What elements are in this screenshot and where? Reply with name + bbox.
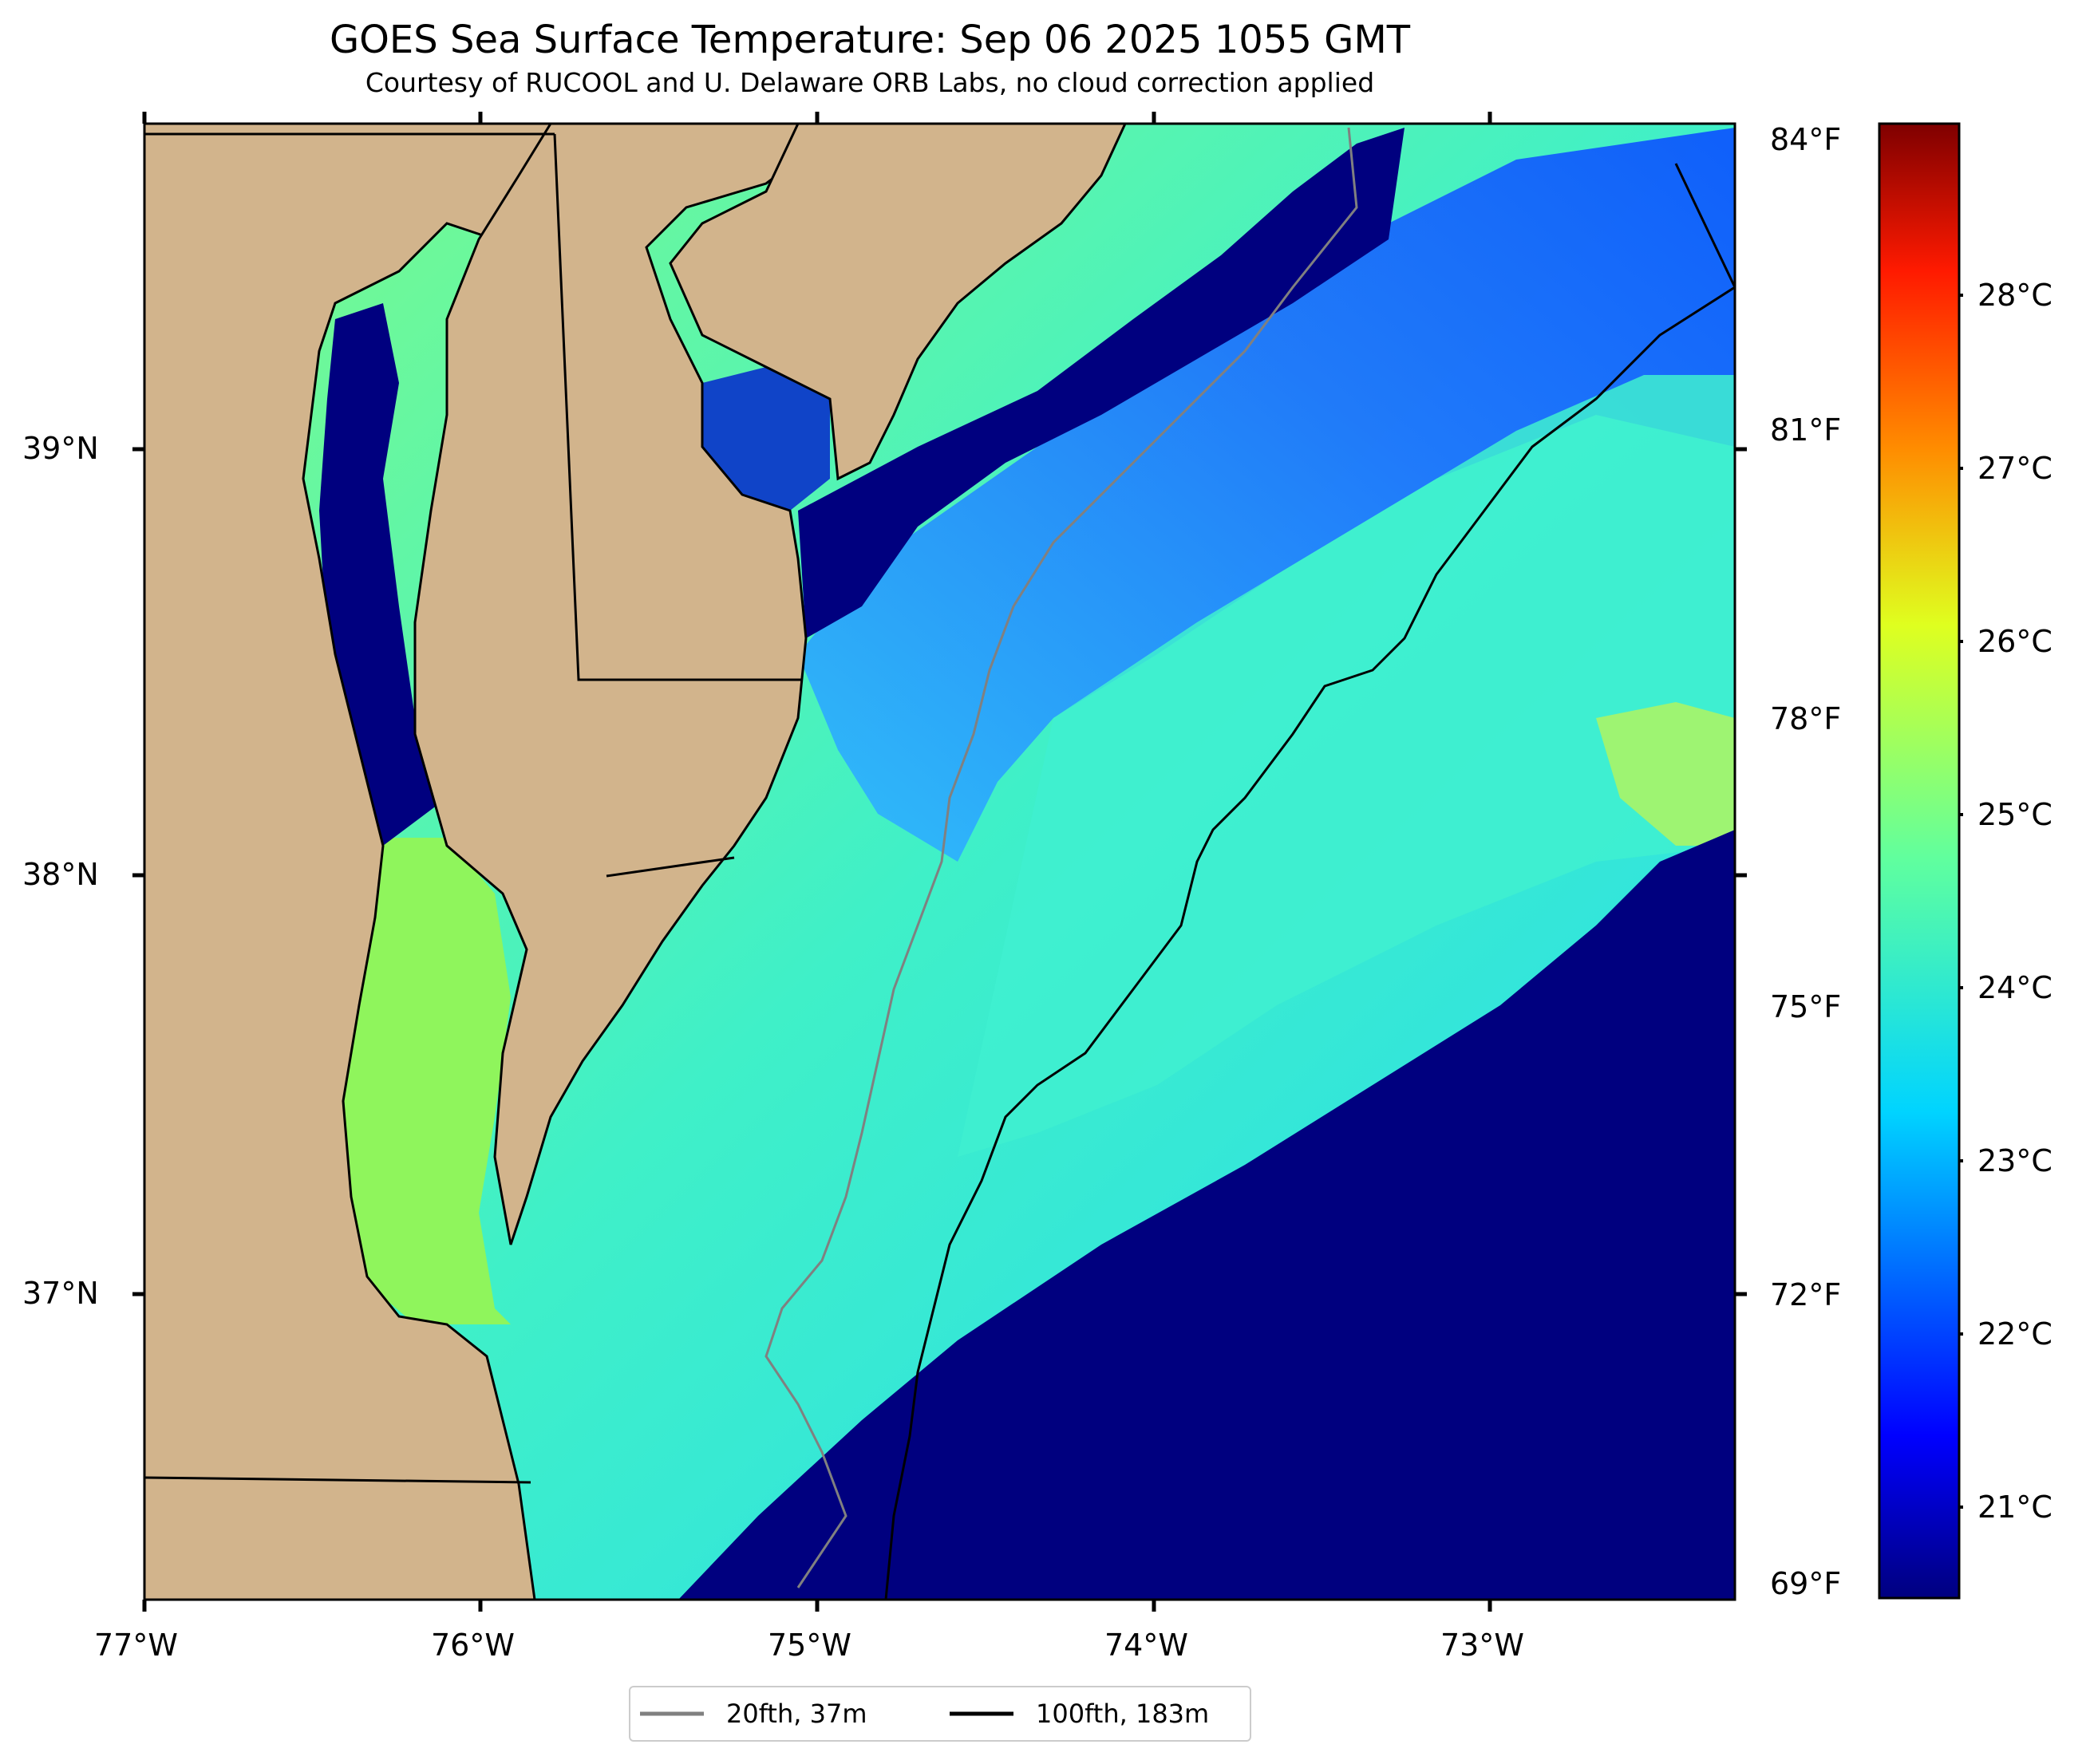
land-new-jersey [669,124,1127,481]
ocean-cold-coastal [798,128,1405,638]
legend-label-100fth: 100fth, 183m [1036,1699,1210,1729]
celsius-label-28: 28°C [1977,278,2052,313]
border-md-de [553,133,802,681]
celsius-label-22: 22°C [1977,1316,2052,1352]
celsius-label-27: 27°C [1977,451,2052,486]
ocean-mid-region [798,128,1735,862]
legend-swatch-100fth [950,1711,1013,1716]
legend-label-20fth: 20fth, 37m [726,1699,867,1729]
fahrenheit-label-81: 81°F [1770,412,1842,448]
celsius-label-24: 24°C [1977,970,2052,1005]
lon-label-73w: 73°W [1440,1628,1524,1663]
celsius-label-23: 23°C [1977,1143,2052,1178]
lat-label-38n: 38°N [22,857,99,892]
fahrenheit-label-84: 84°F [1770,122,1842,157]
fahrenheit-label-69: 69°F [1770,1566,1842,1601]
map-ticks [132,112,1747,1612]
contour-legend: 20fth, 37m 100fth, 183m [629,1686,1251,1742]
lat-label-39n: 39°N [22,431,99,466]
ocean-green-band [958,375,1735,1157]
map-frame [143,122,1736,1601]
delaware-bay [702,367,830,511]
lon-label-76w: 76°W [431,1628,515,1663]
lon-label-77w: 77°W [94,1628,178,1663]
chesapeake-upper [319,303,447,846]
lon-label-74w: 74°W [1104,1628,1188,1663]
fahrenheit-label-78: 78°F [1770,701,1842,736]
border-va-nc [144,1476,531,1484]
border-md-va [606,856,735,878]
lon-label-75w: 75°W [768,1628,851,1663]
ocean-cold-offshore [678,830,1735,1600]
fahrenheit-label-72: 72°F [1770,1277,1842,1312]
celsius-label-26: 26°C [1977,624,2052,659]
colorbar-gradient [1878,122,1961,1600]
map-subtitle: Courtesy of RUCOOL and U. Delaware ORB L… [365,67,1375,98]
land-delmarva [413,124,808,1245]
map-title: GOES Sea Surface Temperature: Sep 06 202… [329,18,1411,62]
contour-20fth [764,127,1358,1588]
fahrenheit-label-75: 75°F [1770,989,1842,1024]
ocean-lime-patch [1596,702,1735,846]
legend-swatch-20fth [640,1711,704,1716]
lat-label-37n: 37°N [22,1276,99,1311]
celsius-label-21: 21°C [1977,1490,2052,1525]
celsius-label-25: 25°C [1977,797,2052,832]
land-western-shore [144,124,552,1600]
colorbar [1878,122,1963,1600]
contour-100fth [884,163,1735,1600]
